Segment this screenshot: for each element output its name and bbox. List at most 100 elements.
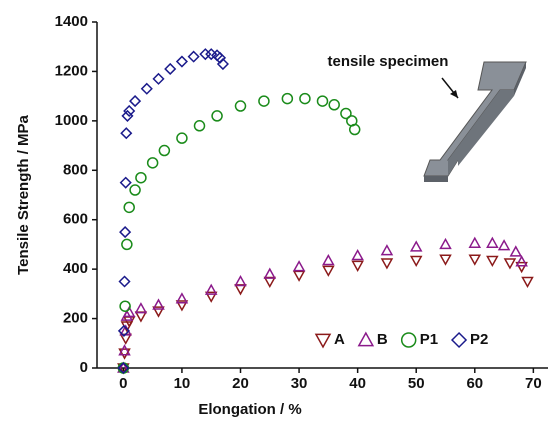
marker — [123, 201, 135, 214]
marker — [486, 255, 499, 268]
legend-marker — [357, 331, 375, 347]
marker — [439, 254, 452, 266]
marker — [292, 270, 306, 282]
marker — [193, 120, 206, 132]
marker — [134, 302, 148, 314]
y-tick-label: 800 — [63, 161, 88, 178]
marker — [122, 305, 136, 318]
legend-label: P2 — [470, 331, 488, 348]
marker — [152, 306, 165, 318]
marker — [119, 176, 132, 189]
marker — [119, 300, 131, 312]
marker — [211, 110, 223, 122]
marker — [187, 50, 200, 63]
marker — [120, 127, 133, 140]
x-axis-label: Elongation / % — [198, 401, 301, 418]
x-tick-label: 50 — [408, 375, 425, 392]
marker — [118, 275, 131, 288]
y-tick-label: 1000 — [55, 112, 88, 129]
marker — [328, 99, 340, 111]
marker — [117, 361, 130, 375]
x-tick-label: 40 — [349, 375, 366, 392]
y-tick-label: 600 — [63, 211, 88, 228]
marker — [175, 292, 189, 304]
marker — [351, 249, 364, 261]
y-tick-label: 200 — [63, 310, 88, 327]
x-tick-label: 60 — [466, 375, 483, 392]
annotation: tensile specimen — [328, 53, 449, 70]
marker — [521, 276, 534, 289]
marker — [175, 300, 189, 312]
marker — [503, 258, 517, 270]
marker — [140, 82, 153, 95]
marker — [468, 254, 482, 266]
x-tick-label: 10 — [174, 375, 191, 392]
marker — [234, 274, 247, 287]
marker — [134, 311, 148, 323]
marker — [234, 100, 247, 112]
marker — [204, 283, 218, 295]
marker — [263, 267, 277, 279]
x-tick-label: 70 — [525, 375, 542, 392]
marker — [119, 333, 132, 345]
marker — [380, 244, 394, 256]
marker — [152, 298, 165, 310]
legend-label: P1 — [420, 331, 438, 348]
marker — [263, 276, 277, 289]
marker — [316, 95, 329, 107]
y-tick-label: 1200 — [55, 62, 88, 79]
marker — [176, 132, 188, 144]
marker — [204, 291, 218, 303]
specimen-drawing — [423, 61, 527, 182]
marker — [468, 236, 482, 248]
marker — [322, 265, 335, 277]
marker — [409, 240, 423, 252]
legend-marker — [450, 331, 468, 349]
marker — [164, 62, 177, 76]
marker — [409, 255, 423, 268]
x-tick-label: 0 — [119, 375, 127, 392]
marker — [135, 171, 147, 184]
marker — [509, 245, 523, 257]
marker — [486, 236, 499, 248]
annotation-arrowhead — [450, 90, 458, 98]
marker — [515, 261, 528, 274]
marker — [123, 104, 136, 118]
marker — [281, 92, 294, 105]
marker — [234, 284, 247, 296]
marker — [158, 144, 171, 157]
marker — [515, 255, 528, 267]
marker — [351, 260, 364, 272]
x-tick-label: 20 — [232, 375, 249, 392]
marker — [340, 107, 352, 120]
marker — [348, 123, 361, 136]
marker — [258, 95, 270, 107]
x-tick-label: 30 — [291, 375, 308, 392]
marker — [292, 260, 306, 272]
marker — [121, 238, 133, 251]
marker — [497, 239, 511, 251]
marker — [118, 344, 131, 356]
legend-label: A — [334, 331, 345, 348]
marker — [380, 258, 394, 270]
marker — [216, 57, 229, 71]
marker — [117, 324, 131, 337]
y-axis-label: Tensile Strength / MPa — [15, 114, 32, 274]
marker — [129, 184, 141, 196]
legend-label: B — [377, 331, 388, 348]
marker — [439, 237, 452, 250]
marker — [121, 109, 134, 122]
marker — [129, 95, 142, 108]
marker — [322, 253, 335, 266]
marker — [175, 55, 188, 68]
marker — [146, 157, 159, 169]
marker — [299, 92, 311, 105]
marker — [118, 348, 131, 360]
y-tick-label: 400 — [63, 260, 88, 277]
marker — [152, 72, 165, 85]
legend-marker — [400, 332, 417, 348]
y-tick-label: 1400 — [55, 13, 88, 30]
marker — [119, 226, 132, 239]
y-tick-label: 0 — [80, 359, 88, 376]
